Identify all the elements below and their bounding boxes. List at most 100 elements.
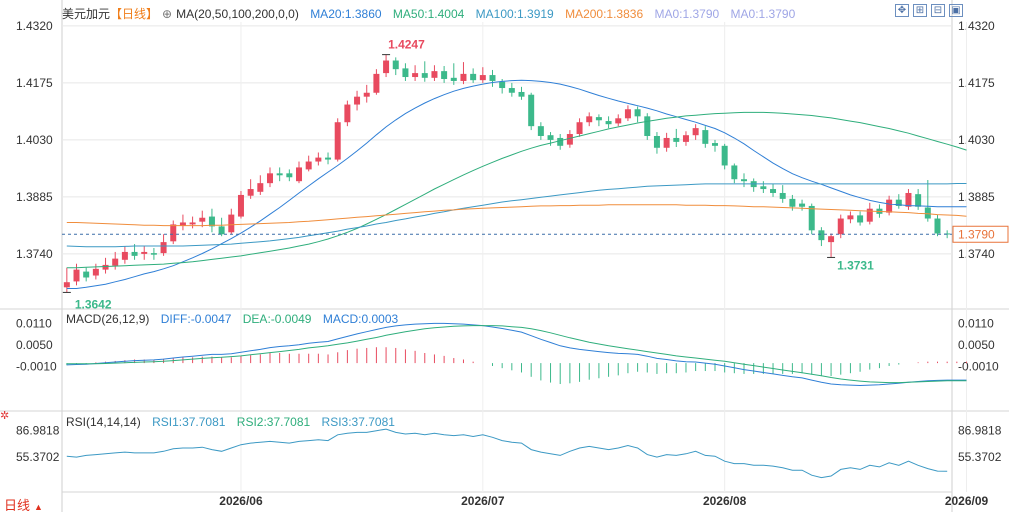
expand-icon[interactable]: ✥ [895,4,909,17]
candle-down [83,271,90,278]
candle-down [799,203,806,207]
candle-up [102,264,109,270]
candle-down [731,165,738,180]
ma20-value: MA20:1.3860 [310,7,382,21]
ma50-value: MA50:1.4004 [392,7,465,21]
candle-up [363,92,370,97]
symbol-label: 美元加元 [62,7,111,21]
macd-diff-line [66,322,967,387]
candle-up [412,73,419,78]
candle-down [605,121,612,125]
candle-up [373,73,380,93]
macd-dea: DEA:-0.0049 [242,312,312,326]
rsi2-value: RSI2:37.7081 [236,415,311,429]
price-tick-right: 1.3885 [958,190,995,204]
main-legend: 美元加元【日线】 ⊕ MA(20,50,100,200,0,0) MA20:1.38… [62,5,803,22]
candle-up [228,214,235,233]
candle-down [944,233,951,235]
candle-up [160,242,167,254]
price-tick-left: 1.3885 [16,190,53,204]
candle-down [489,75,496,81]
candle-down [924,207,931,219]
rsi3-value: RSI3:37.7081 [321,415,395,429]
candle-down [711,143,718,146]
caret-up-icon: ▲ [34,502,43,512]
candle-up [334,122,341,160]
candle-down [770,189,777,193]
candle-up [866,208,873,222]
candle-down [508,88,515,93]
macd-label: MACD(26,12,9) [66,312,150,326]
candle-down [595,117,602,121]
candle-up [576,122,583,135]
candle-down [702,130,709,144]
zoom-icon[interactable]: ⊞ [913,4,927,17]
ma-line-ma200 [66,204,967,227]
candle-up [179,222,186,226]
candle-down [208,216,215,227]
price-tick-right: 1.4175 [958,76,995,90]
candle-down [537,126,544,136]
settings-icon[interactable]: ⊕ [162,7,173,21]
candle-up [431,71,438,78]
fit-icon[interactable]: ▣ [949,4,963,17]
ma100-value: MA100:1.3919 [475,7,554,21]
candle-down [470,73,477,81]
candle-down [741,179,748,182]
candle-down [547,135,554,140]
candle-down [499,81,506,89]
shrink-icon[interactable]: ⊟ [931,4,945,17]
candle-down [895,199,902,206]
ma-line-ma50 [66,111,967,269]
candle-down [934,218,941,234]
candle-down [808,205,815,231]
date-tick-label: 2026/08 [703,494,747,508]
candle-down [634,109,641,117]
macd-tick-left: 0.0110 [16,316,52,330]
candle-up [237,194,244,217]
candle-up [460,73,467,81]
candle-up [121,251,128,260]
candle-down [915,194,922,207]
macd-value: MACD:0.0003 [322,312,399,326]
candle-up [296,167,303,182]
price-tick-left: 1.4320 [16,19,53,33]
candle-down [325,157,332,160]
candle-up [189,222,196,225]
candle-down [150,253,157,255]
candle-up [141,251,148,254]
candle-up [566,134,573,145]
candle-up [63,282,70,288]
candle-down [721,145,728,166]
last-price-tag [952,225,1009,243]
candle-up [615,118,622,124]
rsi-legend: RSI(14,14,14) RSI1:37.7081 RSI2:37.7081 … [66,415,403,429]
price-tick-right: 1.4320 [958,19,995,33]
candle-up [905,192,912,207]
candle-up [315,157,322,162]
candle-down [286,173,293,178]
candle-down [218,226,225,235]
candle-down [779,192,786,199]
rsi-tick-right: 86.9818 [958,424,1002,438]
last-price-text: 1.3790 [958,227,995,241]
period-button[interactable]: 日线 ▲ [4,495,43,514]
candle-up [73,269,80,282]
candle-up [266,173,273,184]
settings-gear-icon[interactable]: ✲ [0,410,10,422]
candle-up [479,75,486,81]
rsi-tick-left: 86.9818 [16,424,60,438]
candle-down [557,137,564,146]
candle-up [354,96,361,105]
candle-down [402,68,409,78]
rsi-tick-right: 55.3702 [958,450,1002,464]
ma-line-ma100 [66,183,967,248]
ma-line-ma20 [66,79,967,289]
candle-up [692,128,699,136]
candle-down [276,173,283,176]
candle-down [450,77,457,81]
date-tick-label: 2026/09 [945,494,989,508]
ma0-value-2: MA0:1.3790 [730,7,796,21]
